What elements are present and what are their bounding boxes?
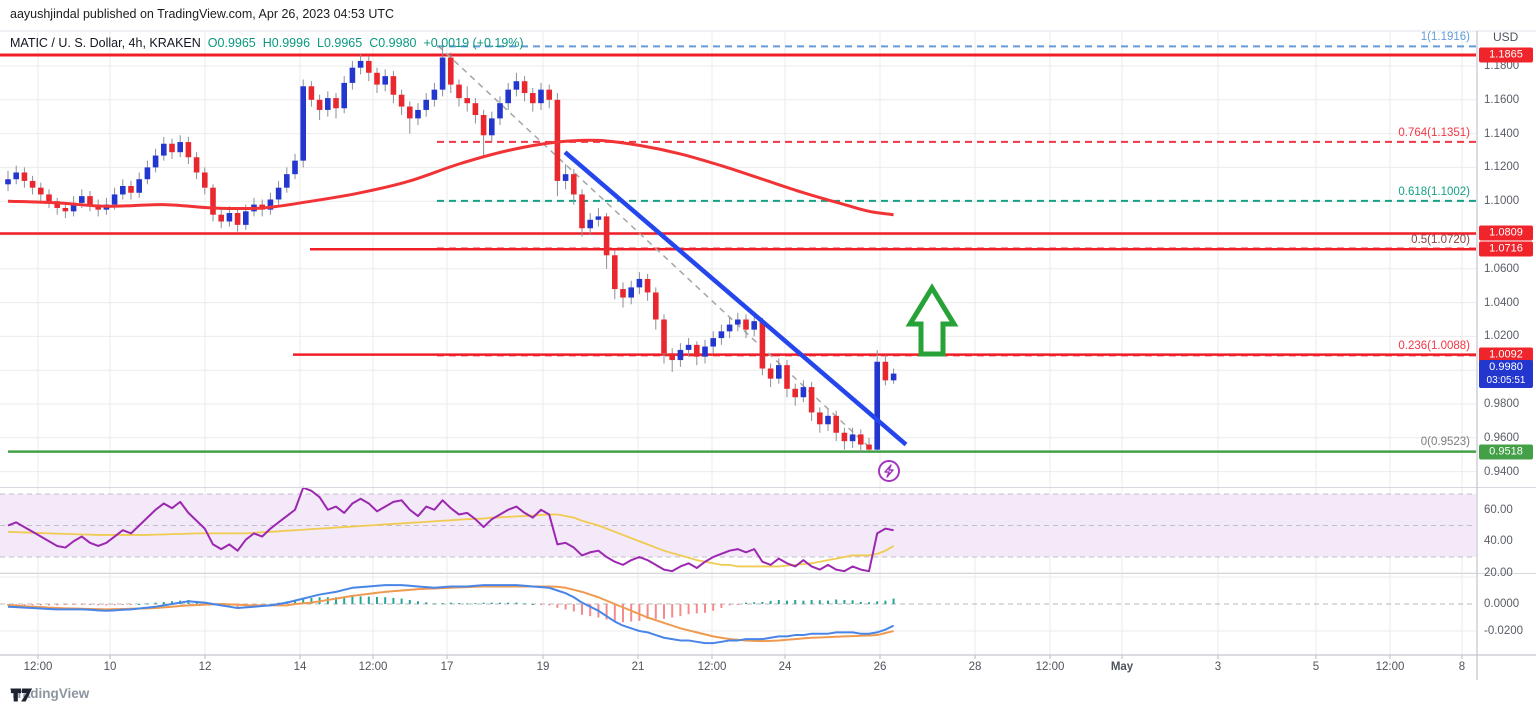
flash-icon — [878, 460, 900, 482]
price-badge: 1.0716 — [1479, 241, 1533, 257]
macd-plot — [7, 584, 895, 645]
price-tick-label: 40.00 — [1484, 535, 1513, 548]
price-tick-label: 20.00 — [1484, 566, 1513, 579]
price-tick-label: 1.0400 — [1484, 296, 1520, 309]
tradingview-logo-icon[interactable] — [10, 686, 34, 704]
legend-symbol: MATIC / U. S. Dollar, 4h, KRAKEN — [10, 36, 201, 50]
price-tick-label: 1.1800 — [1484, 60, 1520, 72]
price-badge: 0.9980 03:05:51 — [1479, 359, 1533, 388]
price-tick-label: 1.0200 — [1484, 330, 1520, 343]
moving-average-line — [7, 138, 894, 217]
time-tick-label: 14 — [293, 661, 307, 673]
price-tick-label: 0.9400 — [1484, 465, 1520, 478]
fib-level-label: 1(1.1916) — [1420, 31, 1470, 44]
symbol-legend[interactable]: MATIC / U. S. Dollar, 4h, KRAKEN O0.9965 H… — [10, 36, 524, 50]
legend-value: O0.9965 — [207, 36, 256, 50]
time-tick-label: 5 — [1312, 661, 1320, 673]
candlestick-series — [5, 45, 897, 454]
bar-countdown: 03:05:51 — [1486, 374, 1526, 386]
price-tick-label: 1.0600 — [1484, 262, 1520, 275]
legend-ohlc: O0.9965 H0.9996 L0.9965 C0.9980 +0.0019 (+0.… — [201, 36, 524, 50]
time-tick-label: 8 — [1458, 661, 1466, 673]
time-tick-label: 28 — [968, 661, 982, 673]
price-tick-label: 0.0000 — [1484, 598, 1520, 610]
time-tick-label: 12:00 — [358, 661, 388, 673]
fib-level-label: 0(0.9523) — [1420, 435, 1470, 448]
rsi-overbought-oversold-band — [0, 493, 1476, 558]
price-tick-label: 0.9600 — [1484, 431, 1520, 444]
fib-level-label: 0.618(1.1002) — [1398, 185, 1470, 198]
price-badge: 0.9518 — [1479, 444, 1533, 460]
bearish-trendline — [563, 150, 908, 447]
price-tick-label: 1.1200 — [1484, 161, 1520, 174]
time-tick-label: 17 — [440, 661, 454, 673]
legend-value: +0.0019 (+0.19%) — [423, 36, 524, 50]
price-tick-label: 0.9800 — [1484, 398, 1520, 410]
credit-text: aayushjindal published on TradingView.co… — [10, 7, 395, 21]
price-badge: 1.1865 — [1479, 47, 1533, 63]
price-badge: 1.0092 — [1479, 347, 1533, 363]
footer: TradingView — [10, 686, 89, 704]
gridlines — [0, 32, 1476, 654]
time-tick-label: 26 — [873, 661, 887, 673]
price-tick-label: 60.00 — [1484, 503, 1513, 516]
price-badge: 1.0809 — [1479, 225, 1533, 241]
fib-level-label: 0.5(1.0720) — [1411, 233, 1470, 246]
price-tick-label: 1.1600 — [1484, 93, 1520, 106]
time-tick-label: 3 — [1214, 661, 1222, 673]
price-tick-label: 1.1000 — [1484, 195, 1520, 208]
time-tick-label: May — [1110, 661, 1134, 673]
price-tick-label: 1.1400 — [1484, 127, 1520, 140]
rsi-plot — [7, 486, 895, 573]
time-tick-label: 21 — [631, 661, 645, 673]
time-tick-label: 24 — [778, 661, 792, 673]
legend-value: H0.9996 — [262, 36, 311, 50]
up-arrow-annotation — [905, 283, 959, 357]
legend-value: L0.9965 — [317, 36, 363, 50]
currency-label: USD — [1493, 30, 1519, 44]
time-tick-label: 12:00 — [1375, 661, 1405, 673]
price-tick-label: -0.0200 — [1484, 625, 1524, 637]
time-tick-label: 12:00 — [697, 661, 727, 673]
support-resistance-lines — [0, 53, 1476, 453]
time-tick-label: 12:00 — [1035, 661, 1065, 673]
time-tick-label: 10 — [103, 661, 117, 673]
time-tick-label: 19 — [536, 661, 550, 673]
pane-separators — [0, 30, 1536, 680]
fib-level-label: 0.764(1.1351) — [1398, 126, 1470, 139]
legend-value: C0.9980 — [369, 36, 417, 50]
fib-level-label: 0.236(1.0088) — [1398, 340, 1470, 353]
time-tick-label: 12:00 — [23, 661, 53, 673]
time-tick-label: 12 — [198, 661, 212, 673]
